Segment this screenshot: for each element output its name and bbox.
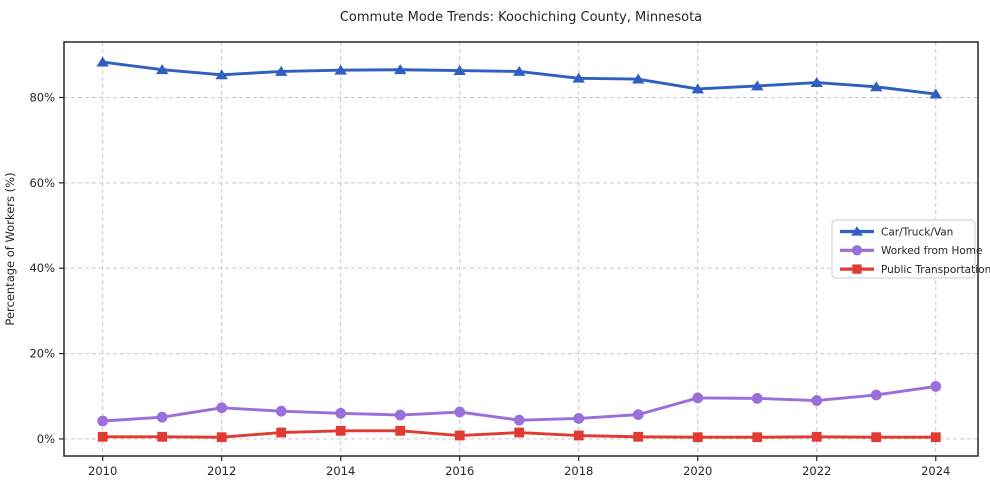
x-tick-label: 2018	[564, 464, 593, 478]
grid-layer	[64, 42, 978, 456]
y-tick-label: 80%	[29, 90, 55, 104]
data-point-worked-from-home	[692, 392, 704, 404]
data-point-worked-from-home	[97, 415, 109, 427]
data-point-public-transportation	[811, 431, 822, 442]
data-point-worked-from-home	[751, 392, 763, 404]
legend-marker-public-transportation	[852, 264, 862, 274]
data-point-public-transportation	[692, 432, 703, 443]
data-point-car-truck-van	[453, 64, 466, 75]
data-point-public-transportation	[752, 432, 763, 443]
y-tick-label: 60%	[29, 176, 55, 190]
legend-label-worked-from-home: Worked from Home	[881, 245, 982, 257]
data-point-car-truck-van	[394, 64, 407, 75]
data-point-public-transportation	[97, 431, 108, 442]
data-point-car-truck-van	[572, 72, 585, 83]
legend-marker-worked-from-home	[851, 245, 863, 256]
y-tick-label: 40%	[29, 261, 55, 275]
data-point-worked-from-home	[216, 402, 228, 414]
x-tick-label: 2010	[88, 464, 117, 478]
data-point-car-truck-van	[215, 69, 228, 80]
data-point-public-transportation	[157, 431, 168, 442]
data-point-car-truck-van	[751, 80, 764, 91]
plot-border	[63, 41, 979, 457]
data-point-car-truck-van	[513, 65, 526, 76]
x-tick-label: 2016	[445, 464, 474, 478]
data-point-car-truck-van	[929, 88, 942, 99]
data-point-public-transportation	[573, 430, 584, 441]
y-tick-label: 0%	[37, 432, 55, 446]
tick-layer: 2010 2012 2014 2016 2018 2020 2022 2024 0% 20% 40%…	[29, 90, 950, 478]
data-point-public-transportation	[871, 432, 882, 443]
data-point-worked-from-home	[335, 407, 347, 419]
data-point-public-transportation	[335, 425, 346, 436]
x-tick-label: 2014	[326, 464, 355, 478]
data-point-public-transportation	[514, 427, 525, 438]
data-point-worked-from-home	[513, 414, 525, 426]
data-point-car-truck-van	[96, 56, 109, 67]
data-point-worked-from-home	[454, 406, 466, 418]
x-tick-label: 2012	[207, 464, 236, 478]
data-point-public-transportation	[930, 432, 941, 443]
data-point-worked-from-home	[870, 389, 882, 401]
legend: Car/Truck/Van Worked from Home Public Tran…	[831, 219, 990, 279]
data-point-worked-from-home	[811, 395, 823, 406]
legend-label-public-transportation: Public Transportation	[881, 264, 990, 276]
data-point-car-truck-van	[870, 81, 883, 92]
data-point-public-transportation	[276, 427, 287, 438]
legend-label-car-truck-van: Car/Truck/Van	[881, 226, 953, 238]
data-point-car-truck-van	[155, 64, 169, 75]
y-axis-label: Percentage of Workers (%)	[3, 172, 17, 325]
legend-box	[831, 219, 976, 279]
data-point-worked-from-home	[394, 409, 406, 421]
x-tick-label: 2022	[802, 464, 831, 478]
data-point-public-transportation	[454, 430, 465, 441]
data-point-public-transportation	[216, 432, 227, 443]
data-point-car-truck-van	[810, 76, 823, 87]
data-point-car-truck-van	[334, 64, 347, 75]
x-tick-label: 2020	[683, 464, 712, 478]
data-point-car-truck-van	[632, 73, 645, 84]
x-tick-label: 2024	[921, 464, 950, 478]
data-point-car-truck-van	[691, 83, 704, 94]
chart-title: Commute Mode Trends: Koochiching County,…	[340, 10, 702, 25]
data-point-public-transportation	[395, 425, 406, 436]
data-point-worked-from-home	[632, 409, 644, 420]
legend-marker-car-truck-van	[851, 226, 863, 236]
data-point-worked-from-home	[275, 405, 287, 417]
data-point-car-truck-van	[274, 65, 288, 76]
y-tick-label: 20%	[29, 347, 55, 361]
data-point-worked-from-home	[573, 413, 585, 424]
data-point-public-transportation	[633, 431, 644, 442]
series-layer	[96, 56, 942, 443]
data-point-worked-from-home	[156, 411, 168, 423]
data-point-worked-from-home	[930, 381, 942, 392]
